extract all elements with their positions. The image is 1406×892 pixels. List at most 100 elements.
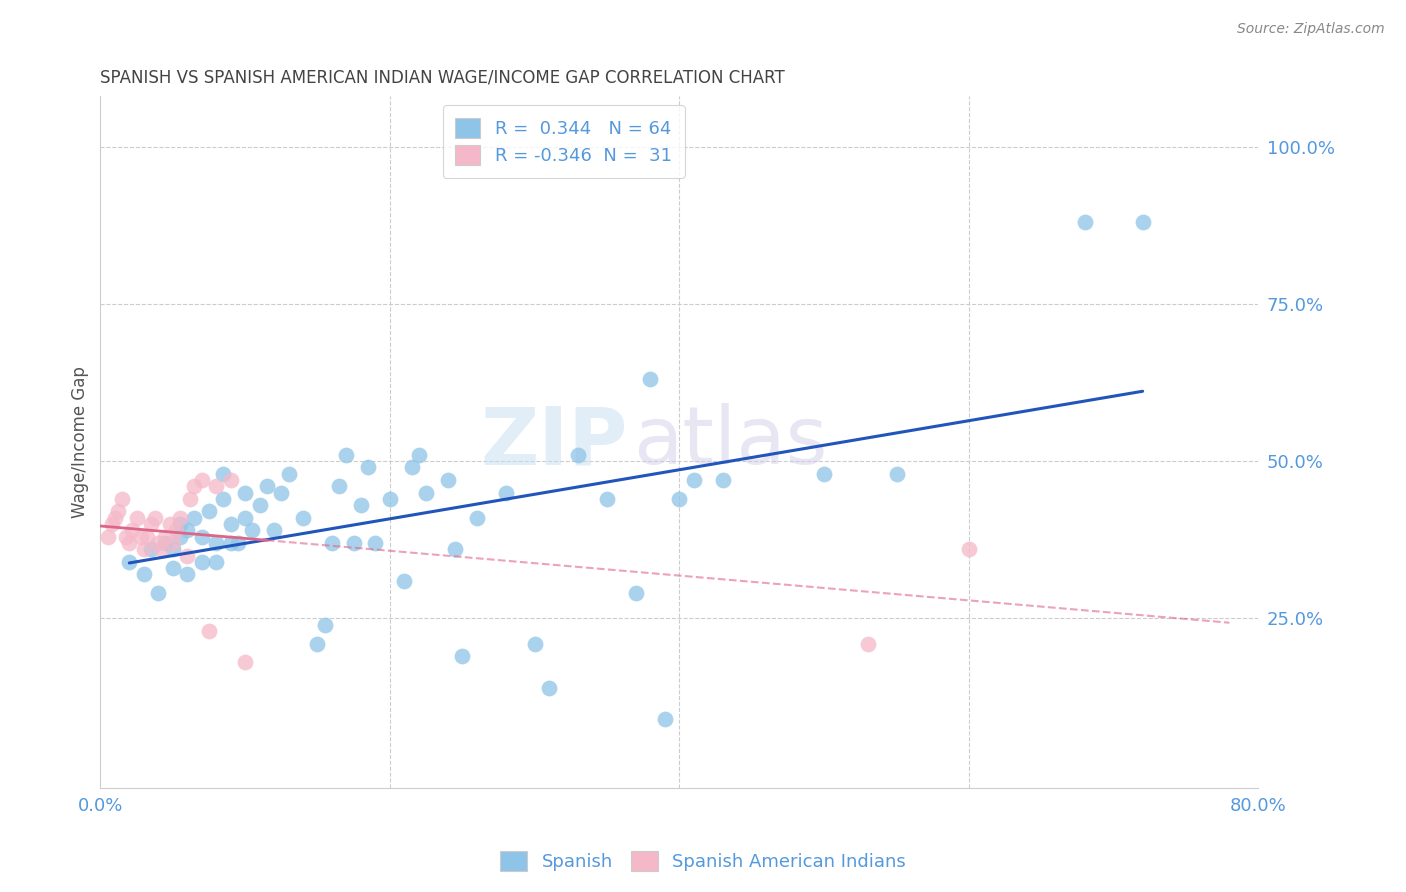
Point	[155, 530, 177, 544]
Point	[451, 649, 474, 664]
Point	[165, 524, 187, 538]
Point	[190, 473, 212, 487]
Point	[219, 473, 242, 487]
Point	[125, 510, 148, 524]
Point	[292, 510, 315, 524]
Point	[176, 567, 198, 582]
Point	[401, 460, 423, 475]
Point	[523, 636, 546, 650]
Point	[183, 510, 205, 524]
Point	[101, 517, 124, 532]
Point	[107, 504, 129, 518]
Point	[415, 485, 437, 500]
Point	[436, 473, 458, 487]
Point	[135, 530, 157, 544]
Point	[277, 467, 299, 481]
Point	[1132, 215, 1154, 229]
Point	[115, 530, 138, 544]
Point	[240, 524, 263, 538]
Point	[169, 517, 191, 532]
Text: ZIP: ZIP	[479, 403, 627, 482]
Point	[205, 555, 228, 569]
Point	[97, 530, 120, 544]
Point	[378, 491, 401, 506]
Legend: Spanish, Spanish American Indians: Spanish, Spanish American Indians	[492, 844, 914, 879]
Point	[364, 536, 387, 550]
Point	[343, 536, 366, 550]
Point	[169, 530, 191, 544]
Point	[162, 561, 184, 575]
Point	[121, 524, 143, 538]
Point	[314, 617, 336, 632]
Point	[321, 536, 343, 550]
Point	[683, 473, 706, 487]
Point	[444, 542, 467, 557]
Point	[219, 536, 242, 550]
Point	[212, 491, 235, 506]
Point	[118, 536, 141, 550]
Point	[198, 504, 221, 518]
Point	[624, 586, 647, 600]
Point	[335, 448, 357, 462]
Point	[249, 498, 271, 512]
Point	[886, 467, 908, 481]
Point	[104, 510, 127, 524]
Point	[118, 555, 141, 569]
Legend: R =  0.344   N = 64, R = -0.346  N =  31: R = 0.344 N = 64, R = -0.346 N = 31	[443, 105, 685, 178]
Point	[263, 524, 285, 538]
Point	[139, 542, 162, 557]
Point	[640, 372, 662, 386]
Point	[233, 510, 256, 524]
Point	[162, 536, 184, 550]
Point	[394, 574, 416, 588]
Point	[132, 567, 155, 582]
Point	[143, 510, 166, 524]
Point	[148, 536, 170, 550]
Point	[129, 530, 152, 544]
Point	[307, 636, 329, 650]
Point	[132, 542, 155, 557]
Point	[357, 460, 380, 475]
Point	[205, 479, 228, 493]
Point	[190, 555, 212, 569]
Point	[596, 491, 619, 506]
Point	[567, 448, 589, 462]
Point	[668, 491, 690, 506]
Point	[256, 479, 278, 493]
Point	[212, 467, 235, 481]
Point	[190, 530, 212, 544]
Point	[162, 542, 184, 557]
Text: SPANISH VS SPANISH AMERICAN INDIAN WAGE/INCOME GAP CORRELATION CHART: SPANISH VS SPANISH AMERICAN INDIAN WAGE/…	[100, 69, 785, 87]
Point	[711, 473, 734, 487]
Point	[856, 636, 879, 650]
Point	[408, 448, 430, 462]
Point	[270, 485, 292, 500]
Point	[813, 467, 835, 481]
Point	[148, 586, 170, 600]
Point	[155, 536, 177, 550]
Point	[159, 517, 181, 532]
Y-axis label: Wage/Income Gap: Wage/Income Gap	[72, 367, 89, 518]
Point	[233, 656, 256, 670]
Point	[219, 517, 242, 532]
Point	[205, 536, 228, 550]
Point	[654, 712, 676, 726]
Point	[957, 542, 980, 557]
Point	[1073, 215, 1095, 229]
Point	[111, 491, 134, 506]
Point	[150, 542, 173, 557]
Point	[179, 491, 201, 506]
Point	[328, 479, 350, 493]
Point	[176, 524, 198, 538]
Point	[139, 517, 162, 532]
Text: Source: ZipAtlas.com: Source: ZipAtlas.com	[1237, 22, 1385, 37]
Text: atlas: atlas	[633, 403, 828, 482]
Point	[226, 536, 249, 550]
Point	[198, 624, 221, 638]
Point	[169, 510, 191, 524]
Point	[233, 485, 256, 500]
Point	[538, 681, 561, 695]
Point	[350, 498, 373, 512]
Point	[465, 510, 488, 524]
Point	[176, 549, 198, 563]
